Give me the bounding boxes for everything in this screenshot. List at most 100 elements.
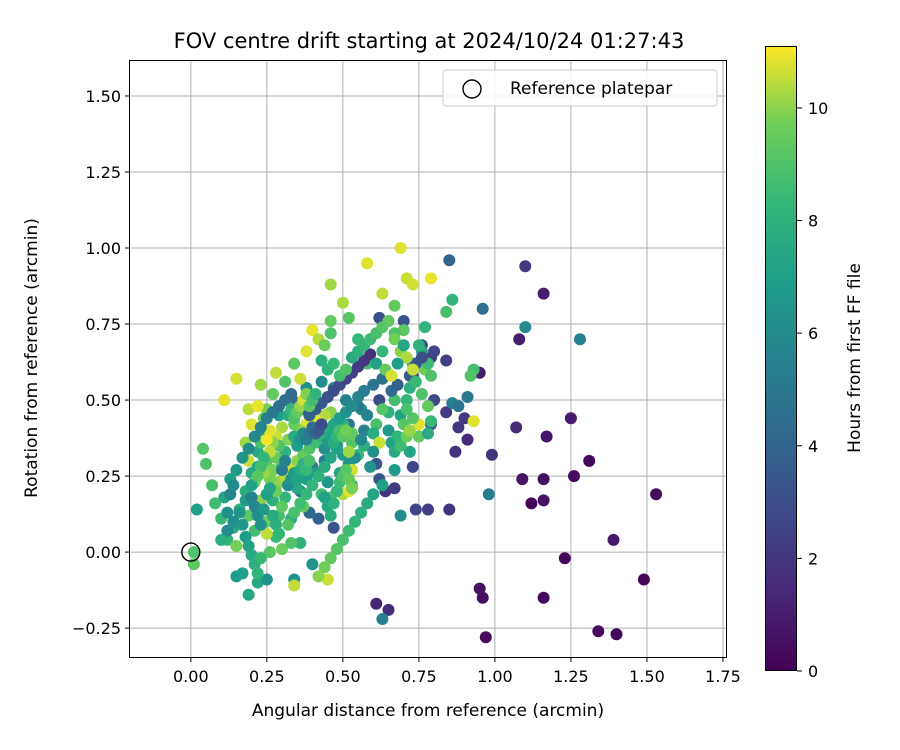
data-point xyxy=(324,278,337,291)
data-point xyxy=(346,400,358,413)
data-point xyxy=(370,597,383,610)
data-point xyxy=(516,473,529,486)
data-point xyxy=(592,625,605,638)
data-point xyxy=(270,366,282,379)
data-point xyxy=(263,546,276,559)
data-point xyxy=(327,521,340,534)
legend: Reference platepar xyxy=(442,69,718,107)
data-point xyxy=(473,582,486,595)
data-point xyxy=(373,311,386,324)
x-tick-label: 1.50 xyxy=(629,667,665,686)
data-point xyxy=(513,333,526,346)
data-point xyxy=(564,412,577,425)
data-point xyxy=(306,324,319,337)
colorbar: 0 2 4 6 8 10 Hours from first FF file xyxy=(765,46,865,681)
data-point xyxy=(415,388,428,400)
data-point xyxy=(260,573,273,586)
x-tick-label: 1.25 xyxy=(553,667,589,686)
data-point xyxy=(440,354,453,367)
data-point xyxy=(242,442,255,455)
data-point xyxy=(190,503,203,516)
data-point xyxy=(367,427,380,440)
data-point xyxy=(406,412,419,425)
data-point xyxy=(300,488,313,501)
data-point xyxy=(251,400,264,413)
y-tick-label: 0.50 xyxy=(85,391,121,410)
data-point xyxy=(279,375,292,388)
x-axis-ticks: 0.00 0.25 0.50 0.75 1.00 1.25 1.50 1.75 xyxy=(173,657,741,686)
data-point xyxy=(221,506,234,519)
colorbar-tick-label: 4 xyxy=(808,437,818,456)
y-tick-label: −0.25 xyxy=(72,619,121,638)
data-point xyxy=(291,473,304,486)
data-point xyxy=(440,305,453,318)
y-tick-label: 1.25 xyxy=(85,163,121,182)
data-point xyxy=(537,591,550,604)
data-point xyxy=(412,430,425,443)
data-point xyxy=(239,530,252,543)
data-point xyxy=(406,278,419,291)
data-point xyxy=(263,424,276,437)
colorbar-label: Hours from first FF file xyxy=(845,263,865,453)
data-point xyxy=(230,540,243,552)
data-point xyxy=(315,375,328,388)
data-point xyxy=(422,427,434,440)
data-point xyxy=(406,363,419,376)
data-point xyxy=(406,460,419,473)
data-point xyxy=(312,512,325,525)
data-point xyxy=(300,345,313,358)
data-point xyxy=(388,299,401,312)
data-point xyxy=(260,433,273,446)
data-point xyxy=(257,451,270,464)
data-point xyxy=(260,527,273,540)
colorbar-gradient xyxy=(765,46,797,671)
data-point xyxy=(394,439,407,452)
x-tick-label: 0.75 xyxy=(401,667,437,686)
data-point xyxy=(236,518,249,531)
y-tick-label: 0.00 xyxy=(85,543,121,562)
data-point xyxy=(452,421,465,434)
data-point xyxy=(568,470,580,483)
data-point xyxy=(476,302,489,315)
data-point xyxy=(288,357,301,370)
data-point xyxy=(215,533,228,546)
data-point xyxy=(306,479,319,492)
data-point xyxy=(288,506,301,519)
data-point xyxy=(318,491,331,504)
data-point xyxy=(330,485,343,498)
data-point xyxy=(476,591,489,604)
colorbar-tick-label: 0 xyxy=(808,662,818,681)
data-point xyxy=(376,479,389,492)
data-point xyxy=(221,524,234,537)
data-point xyxy=(245,549,258,562)
data-point xyxy=(276,464,288,476)
data-point xyxy=(242,540,255,552)
colorbar-tick-label: 6 xyxy=(808,324,818,343)
data-point xyxy=(358,424,371,437)
data-point xyxy=(367,445,380,458)
data-point xyxy=(637,573,650,586)
data-point xyxy=(349,515,361,528)
data-point xyxy=(339,464,352,476)
data-point xyxy=(242,588,255,601)
data-point xyxy=(273,527,285,540)
data-point xyxy=(339,363,352,376)
data-point xyxy=(397,339,410,352)
data-point xyxy=(342,445,355,458)
data-point xyxy=(428,345,441,358)
data-point xyxy=(367,378,380,391)
data-point xyxy=(294,372,307,385)
data-point xyxy=(537,287,550,300)
data-point xyxy=(346,436,358,449)
data-point xyxy=(346,482,358,495)
data-point xyxy=(285,537,298,549)
data-point xyxy=(388,482,401,495)
data-point xyxy=(266,509,279,522)
data-point xyxy=(364,348,377,361)
data-point xyxy=(397,324,410,337)
data-point xyxy=(230,464,243,476)
data-point xyxy=(425,369,437,382)
data-point xyxy=(218,394,231,407)
data-point xyxy=(537,494,550,507)
